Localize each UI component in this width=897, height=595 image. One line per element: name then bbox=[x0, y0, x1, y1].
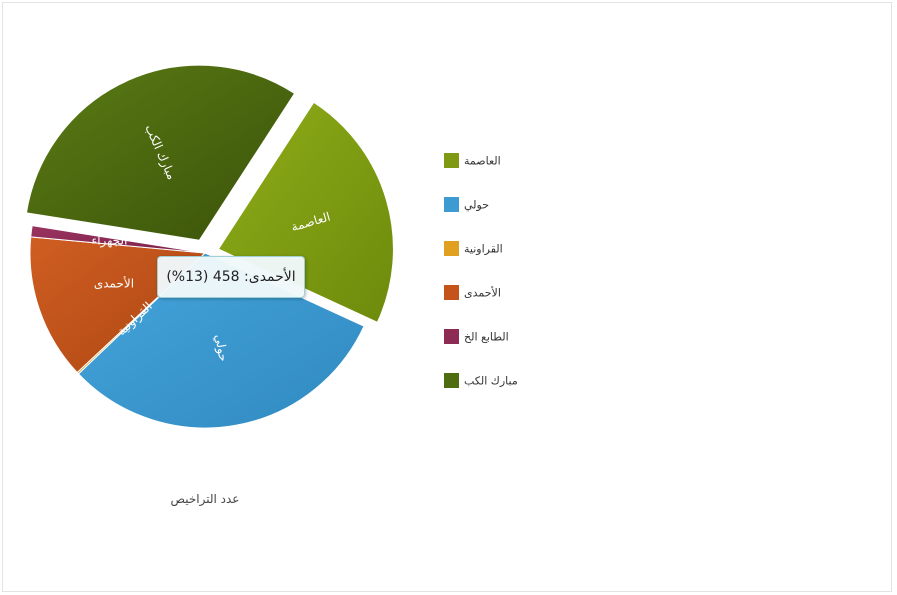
pie-slice[interactable] bbox=[30, 225, 206, 254]
pie-slice-label: الجهراء bbox=[92, 234, 128, 249]
legend-label[interactable]: القراونية bbox=[464, 243, 503, 256]
legend-swatch[interactable] bbox=[444, 153, 459, 168]
legend-label[interactable]: حولي bbox=[464, 199, 489, 212]
legend: العاصمة حولي القراونية الأحمدى الطابع الخ مبا… bbox=[444, 153, 518, 388]
legend-swatch[interactable] bbox=[444, 285, 459, 300]
chart-caption: عدد التراخيص bbox=[171, 492, 240, 507]
legend-label[interactable]: الأحمدى bbox=[464, 286, 501, 300]
slice-tooltip: الأحمدى: 458 (13%) bbox=[157, 256, 305, 298]
pie-slice-label: الأحمدى bbox=[94, 276, 134, 291]
pie-slices bbox=[25, 64, 394, 429]
tooltip-text: الأحمدى: 458 (13%) bbox=[166, 269, 296, 285]
legend-swatch[interactable] bbox=[444, 241, 459, 256]
pie-slice-label: حولي bbox=[211, 333, 230, 362]
legend-label[interactable]: العاصمة bbox=[464, 155, 501, 168]
pie-slice[interactable] bbox=[25, 64, 296, 241]
legend-swatch[interactable] bbox=[444, 329, 459, 344]
legend-swatch[interactable] bbox=[444, 197, 459, 212]
legend-label[interactable]: مبارك الكب bbox=[464, 375, 518, 388]
legend-swatch[interactable] bbox=[444, 373, 459, 388]
legend-label[interactable]: الطابع الخ bbox=[464, 331, 509, 344]
